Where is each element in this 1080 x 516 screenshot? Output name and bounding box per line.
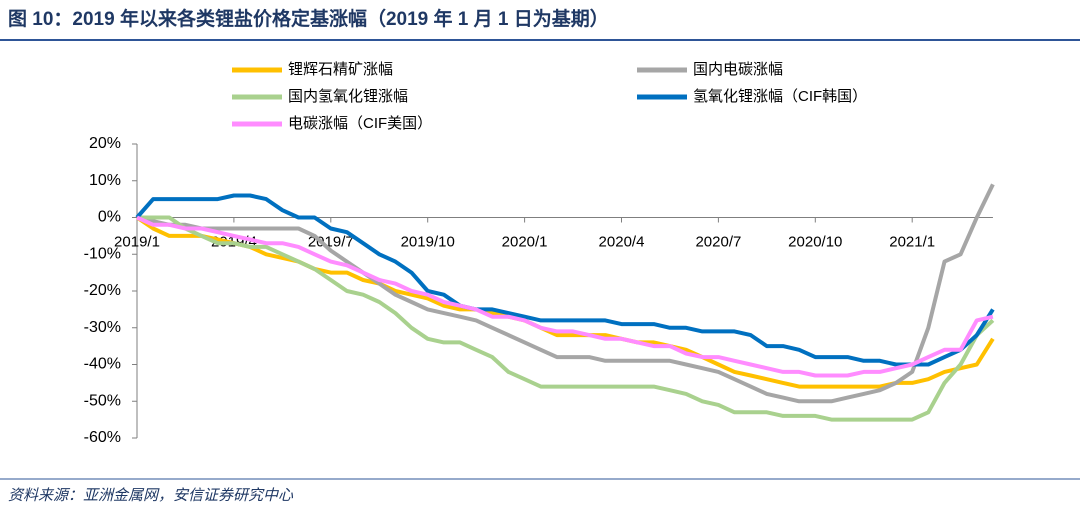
series-line [135, 193, 995, 367]
y-tick-label: -50% [84, 392, 121, 409]
x-tick-label: 2019/1 [114, 233, 160, 250]
legend-label: 国内电碳涨幅 [693, 61, 783, 78]
series-line [135, 215, 995, 389]
legend-label: 电碳涨幅（CIF美国） [288, 115, 432, 132]
chart-title: 图 10：2019 年以来各类锂盐价格定基涨幅（2019 年 1 月 1 日为基… [8, 7, 609, 30]
x-tick-label: 2020/10 [788, 233, 842, 250]
y-tick-label: -20% [84, 282, 121, 299]
y-tick-label: -60% [84, 429, 121, 446]
y-tick-label: -10% [84, 245, 121, 262]
x-tick-label: 2020/1 [502, 233, 548, 250]
source: 资料来源：亚洲金属网，安信证券研究中心 [8, 487, 294, 504]
series-line [137, 215, 995, 422]
legend-label: 氢氧化锂涨幅（CIF韩国） [693, 88, 867, 105]
x-tick-label: 2019/10 [401, 233, 455, 250]
y-tick-label: -30% [84, 319, 121, 336]
y-tick-label: 20% [89, 135, 121, 152]
y-tick-label: 10% [89, 172, 121, 189]
x-tick-label: 2020/4 [599, 233, 645, 250]
x-tick-label: 2021/1 [889, 233, 935, 250]
series-line [136, 183, 995, 404]
legend-label: 国内氢氧化锂涨幅 [288, 88, 408, 105]
legend-label: 锂辉石精矿涨幅 [288, 61, 393, 78]
y-tick-label: -40% [84, 356, 121, 373]
x-tick-label: 2020/7 [695, 233, 741, 250]
y-tick-label: 0% [98, 209, 121, 226]
series-line [136, 215, 994, 378]
